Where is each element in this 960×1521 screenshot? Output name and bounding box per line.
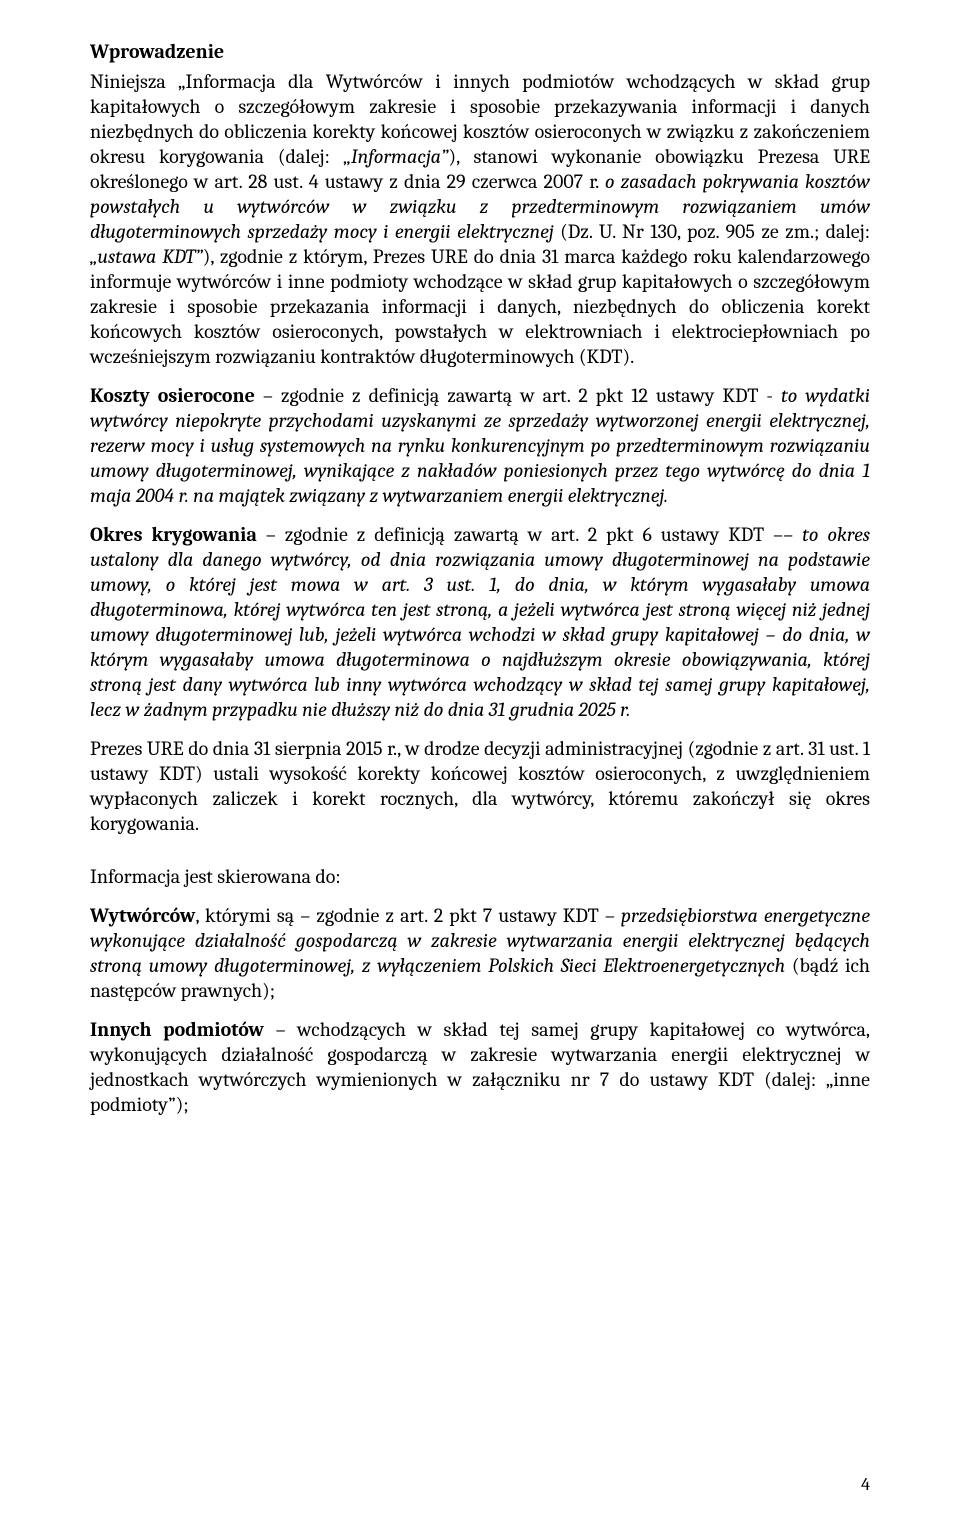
term-bold: Wytwórców	[90, 904, 195, 927]
text-run: – zgodnie z definicją zawartą w art. 2 p…	[255, 384, 781, 407]
document-page: Wprowadzenie Niniejsza „Informacja dla W…	[0, 0, 960, 1521]
lead-paragraph: Informacja jest skierowana do:	[90, 864, 870, 889]
section-heading: Wprowadzenie	[90, 40, 870, 63]
definition-paragraph: Koszty osierocone – zgodnie z definicją …	[90, 383, 870, 508]
term-bold: Koszty osierocone	[90, 384, 255, 407]
page-number: 4	[861, 1474, 870, 1495]
text-run: , którymi są – zgodnie z art. 2 pkt 7 us…	[195, 904, 620, 927]
text-italic: „Informacja”	[344, 145, 449, 168]
text-run: – zgodnie z definicją zawartą w art. 2 p…	[257, 523, 783, 546]
term-bold: Okres krygowania	[90, 523, 257, 546]
text-run: (Dz. U. Nr 130, poz. 905 ze zm.; dalej:	[554, 220, 870, 243]
text-italic: – to okres ustalony dla danego wytwórcy,…	[90, 523, 870, 721]
definition-paragraph: Okres krygowania – zgodnie z definicją z…	[90, 522, 870, 722]
body-paragraph: Prezes URE do dnia 31 sierpnia 2015 r., …	[90, 736, 870, 836]
term-bold: Innych podmiotów	[90, 1018, 264, 1041]
text-run: ), zgodnie z którym, Prezes URE do dnia …	[90, 245, 870, 368]
list-paragraph: Innych podmiotów – wchodzących w skład t…	[90, 1017, 870, 1117]
list-paragraph: Wytwórców, którymi są – zgodnie z art. 2…	[90, 903, 870, 1003]
intro-paragraph: Niniejsza „Informacja dla Wytwórców i in…	[90, 69, 870, 369]
text-italic: „ustawa KDT”	[90, 245, 203, 268]
